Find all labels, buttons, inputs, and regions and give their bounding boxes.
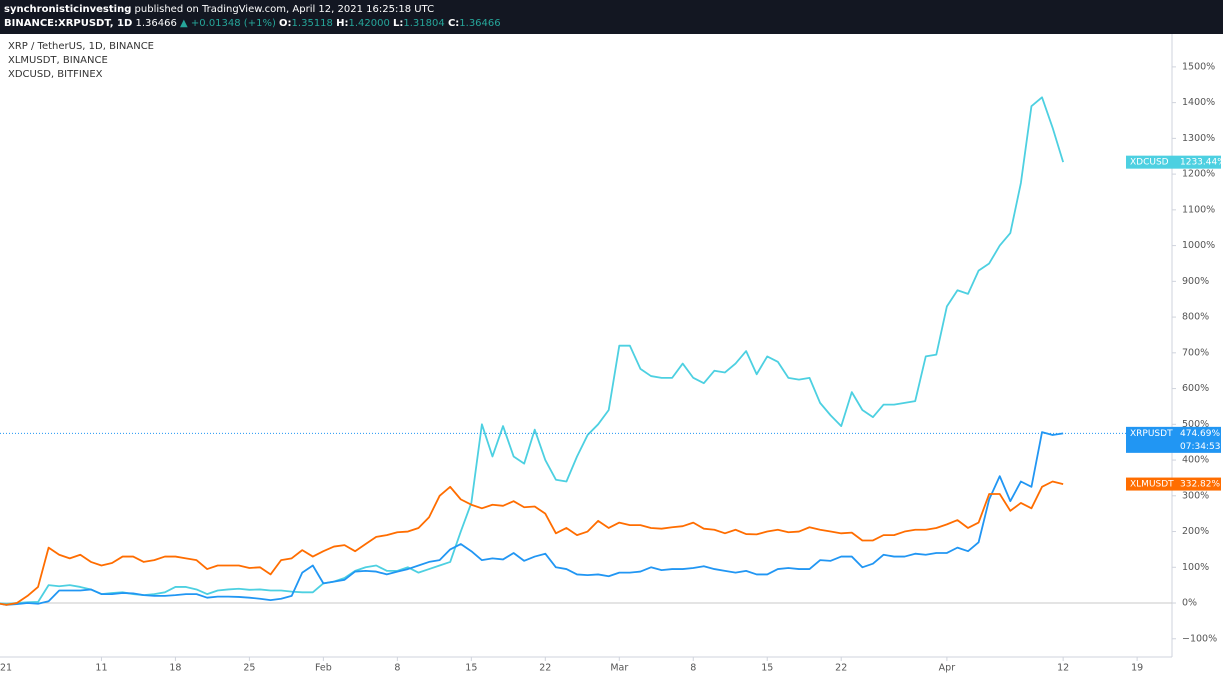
ohlc-label: L: — [393, 18, 403, 29]
ohlc-value: 1.42000 — [348, 18, 389, 29]
y-tick-label: 0% — [1182, 598, 1197, 609]
legend-entry: XRP / TetherUS, 1D, BINANCE — [8, 41, 154, 52]
symbol: BINANCE:XRPUSDT, 1D — [4, 18, 132, 29]
x-tick-label: 18 — [169, 663, 181, 674]
y-tick-label: 700% — [1182, 347, 1209, 358]
header-bar — [0, 0, 1223, 34]
y-tick-label: 1200% — [1182, 169, 1215, 180]
x-tick-label: Mar — [610, 663, 628, 674]
price-tag: XLMUSDT 332.82% — [1126, 477, 1221, 491]
x-tick-label: 8 — [690, 663, 696, 674]
series-line — [0, 480, 1064, 606]
price-tag-name: XDCUSD — [1130, 158, 1169, 168]
x-tick-label: Feb — [315, 663, 332, 674]
x-tick-label: 22 — [539, 663, 551, 674]
price-tag-box — [1126, 477, 1221, 491]
last-price: 1.36466 — [135, 18, 176, 29]
y-tick-label: 600% — [1182, 383, 1209, 394]
header-line: synchronisticinvesting published on Trad… — [4, 4, 434, 15]
price-tag-box — [1126, 426, 1221, 453]
change: ▲ +0.01348 (+1%) — [180, 18, 276, 29]
price-tag-name: XLMUSDT — [1130, 480, 1174, 490]
published: published on TradingView.com, April 12, … — [135, 4, 435, 15]
legend-entry: XDCUSD, BITFINEX — [8, 69, 103, 80]
y-tick-label: 400% — [1182, 455, 1209, 466]
y-tick-label: 100% — [1182, 562, 1209, 573]
y-tick-label: 300% — [1182, 490, 1209, 501]
legend-entry: XLMUSDT, BINANCE — [8, 55, 108, 66]
x-tick-label: 8 — [394, 663, 400, 674]
ohlc-label: C: — [448, 18, 459, 29]
y-tick-label: −100% — [1182, 633, 1217, 644]
y-tick-label: 900% — [1182, 276, 1209, 287]
y-tick-label: 1400% — [1182, 97, 1215, 108]
y-tick-label: 800% — [1182, 312, 1209, 323]
price-tag-value: 332.82% — [1180, 480, 1220, 490]
x-tick-label: 11 — [95, 663, 107, 674]
y-tick-label: 1500% — [1182, 61, 1215, 72]
x-tick-label: 22 — [835, 663, 847, 674]
x-tick-label: Apr — [939, 663, 956, 674]
price-tag-box — [1126, 155, 1221, 169]
x-tick-label: 21 — [0, 663, 12, 674]
x-tick-label: 25 — [243, 663, 255, 674]
countdown: 07:34:53 — [1180, 442, 1220, 452]
y-tick-label: 1300% — [1182, 133, 1215, 144]
ohlc-value: 1.35118 — [292, 18, 333, 29]
ohlc-label: H: — [336, 18, 348, 29]
x-tick-label: 15 — [761, 663, 773, 674]
x-tick-label: 12 — [1057, 663, 1069, 674]
price-tag-value: 1233.44% — [1180, 158, 1223, 168]
series-line — [0, 431, 1064, 606]
author: synchronisticinvesting — [4, 4, 131, 15]
y-tick-label: 500% — [1182, 419, 1209, 430]
price-tag: XDCUSD 1233.44% — [1126, 155, 1223, 169]
ohlc-value: 1.31804 — [403, 18, 444, 29]
x-tick-label: 19 — [1131, 663, 1143, 674]
price-tag: XRPUSDT 474.69% 07:34:53 — [1126, 426, 1221, 453]
y-tick-label: 1000% — [1182, 240, 1215, 251]
price-tag-name: XRPUSDT — [1130, 429, 1173, 439]
y-tick-label: 1100% — [1182, 204, 1215, 215]
ohlc-label: O: — [279, 18, 292, 29]
ohlc-value: 1.36466 — [459, 18, 500, 29]
price-tag-value: 474.69% — [1180, 429, 1220, 439]
quote-line: BINANCE:XRPUSDT, 1D 1.36466 ▲ +0.01348 (… — [4, 18, 501, 29]
y-tick-label: 200% — [1182, 526, 1209, 537]
series-line — [0, 96, 1065, 605]
x-tick-label: 15 — [465, 663, 477, 674]
